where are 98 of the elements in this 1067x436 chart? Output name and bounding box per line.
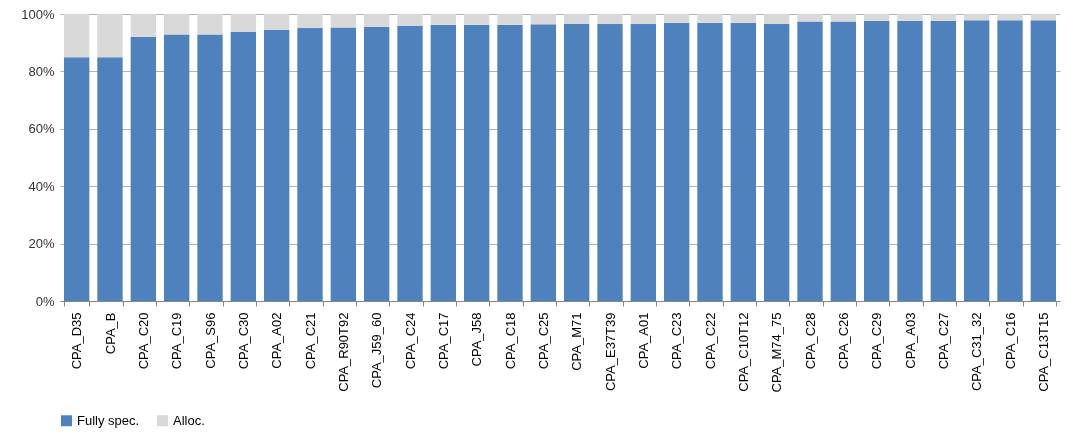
x-tick-label: CPA_A01	[635, 312, 651, 369]
bar	[564, 14, 590, 25]
x-tick-label: CPA_E37T39	[602, 312, 618, 392]
bar	[397, 14, 423, 26]
bar	[730, 22, 756, 301]
bar	[530, 14, 556, 25]
bar	[1030, 14, 1056, 21]
y-tick-label: 40%	[28, 178, 55, 194]
bar	[164, 14, 190, 35]
bar	[764, 24, 790, 301]
x-tick-label: CPA_C18	[502, 312, 518, 370]
y-tick-label: 60%	[28, 121, 55, 137]
x-tick-label: CPA_C30	[235, 312, 251, 370]
bar	[330, 14, 356, 28]
bar	[764, 14, 790, 25]
bar	[64, 14, 90, 58]
legend-label: Fully spec.	[77, 412, 140, 428]
bar	[664, 14, 690, 23]
x-tick-label: CPA_M74_75	[769, 312, 785, 393]
bar	[864, 14, 890, 21]
x-tick-label: CPA_C20	[135, 312, 151, 370]
x-tick-label: CPA_J58	[469, 312, 485, 367]
bar	[664, 22, 690, 301]
bar	[930, 20, 956, 301]
bar	[364, 26, 390, 301]
bar	[597, 14, 623, 25]
x-tick-label: CPA_C29	[869, 312, 885, 370]
bar	[230, 31, 256, 301]
bar	[530, 24, 556, 301]
x-tick-label: CPA_C23	[669, 312, 685, 370]
x-tick-label: CPA_C21	[302, 312, 318, 370]
y-tick-label: 100%	[21, 6, 55, 22]
bar	[797, 21, 823, 301]
bar	[97, 57, 123, 301]
bar	[130, 14, 156, 37]
bar	[197, 34, 223, 301]
bar	[497, 14, 523, 25]
bar	[464, 24, 490, 301]
bar	[397, 25, 423, 301]
bar	[630, 14, 656, 25]
bar	[797, 14, 823, 22]
bar	[830, 14, 856, 22]
y-tick-label: 20%	[28, 236, 55, 252]
bar	[897, 14, 923, 21]
x-tick-label: CPA_R90T92	[335, 312, 351, 392]
x-tick-label: CPA_C19	[169, 312, 185, 370]
bar	[430, 24, 456, 301]
bar	[230, 14, 256, 32]
bar	[64, 57, 90, 301]
legend-label: Alloc.	[173, 412, 205, 428]
bar	[164, 34, 190, 301]
bar	[264, 29, 290, 301]
y-tick-label: 80%	[28, 63, 55, 79]
bar	[897, 20, 923, 301]
x-tick-label: CPA_C24	[402, 312, 418, 370]
x-tick-label: CPA_C17	[435, 312, 451, 370]
x-tick-label: CPA_J59_60	[369, 312, 385, 389]
x-tick-label: CPA_C22	[702, 312, 718, 370]
x-tick-label: CPA_A03	[902, 312, 918, 369]
x-tick-label: CPA_C27	[935, 312, 951, 370]
y-tick-label: 0%	[35, 293, 55, 309]
x-tick-label: CPA_C28	[802, 312, 818, 370]
bar	[330, 27, 356, 301]
x-tick-label: CPA_C25	[535, 312, 551, 370]
bar	[830, 21, 856, 301]
bar	[364, 14, 390, 27]
x-tick-label: CPA_M71	[569, 312, 585, 371]
bar	[930, 14, 956, 21]
bar	[497, 24, 523, 301]
x-tick-label: CPA_B	[102, 312, 118, 355]
bar	[864, 20, 890, 301]
x-tick-label: CPA_S96	[202, 312, 218, 369]
x-tick-label: CPA_C13T15	[1035, 312, 1051, 392]
bar	[564, 24, 590, 301]
bar	[997, 14, 1023, 21]
bar	[597, 24, 623, 301]
x-tick-label: CPA_C10T12	[735, 312, 751, 392]
bar	[997, 20, 1023, 301]
bar	[130, 36, 156, 301]
x-tick-label: CPA_C31_32	[969, 312, 985, 392]
bar	[297, 14, 323, 29]
x-tick-label: CPA_D35	[69, 312, 85, 370]
bar	[697, 14, 723, 23]
bar	[630, 24, 656, 301]
bar	[1030, 20, 1056, 301]
bar	[964, 20, 990, 301]
x-tick-label: CPA_C26	[835, 312, 851, 370]
x-tick-label: CPA_A02	[269, 312, 285, 369]
x-tick-label: CPA_C16	[1002, 312, 1018, 370]
bar	[730, 14, 756, 23]
bar	[964, 14, 990, 21]
bar	[264, 14, 290, 30]
bar	[697, 22, 723, 301]
bar	[197, 14, 223, 35]
bar	[97, 14, 123, 58]
bar	[430, 14, 456, 25]
bar	[464, 14, 490, 25]
bar	[297, 28, 323, 301]
